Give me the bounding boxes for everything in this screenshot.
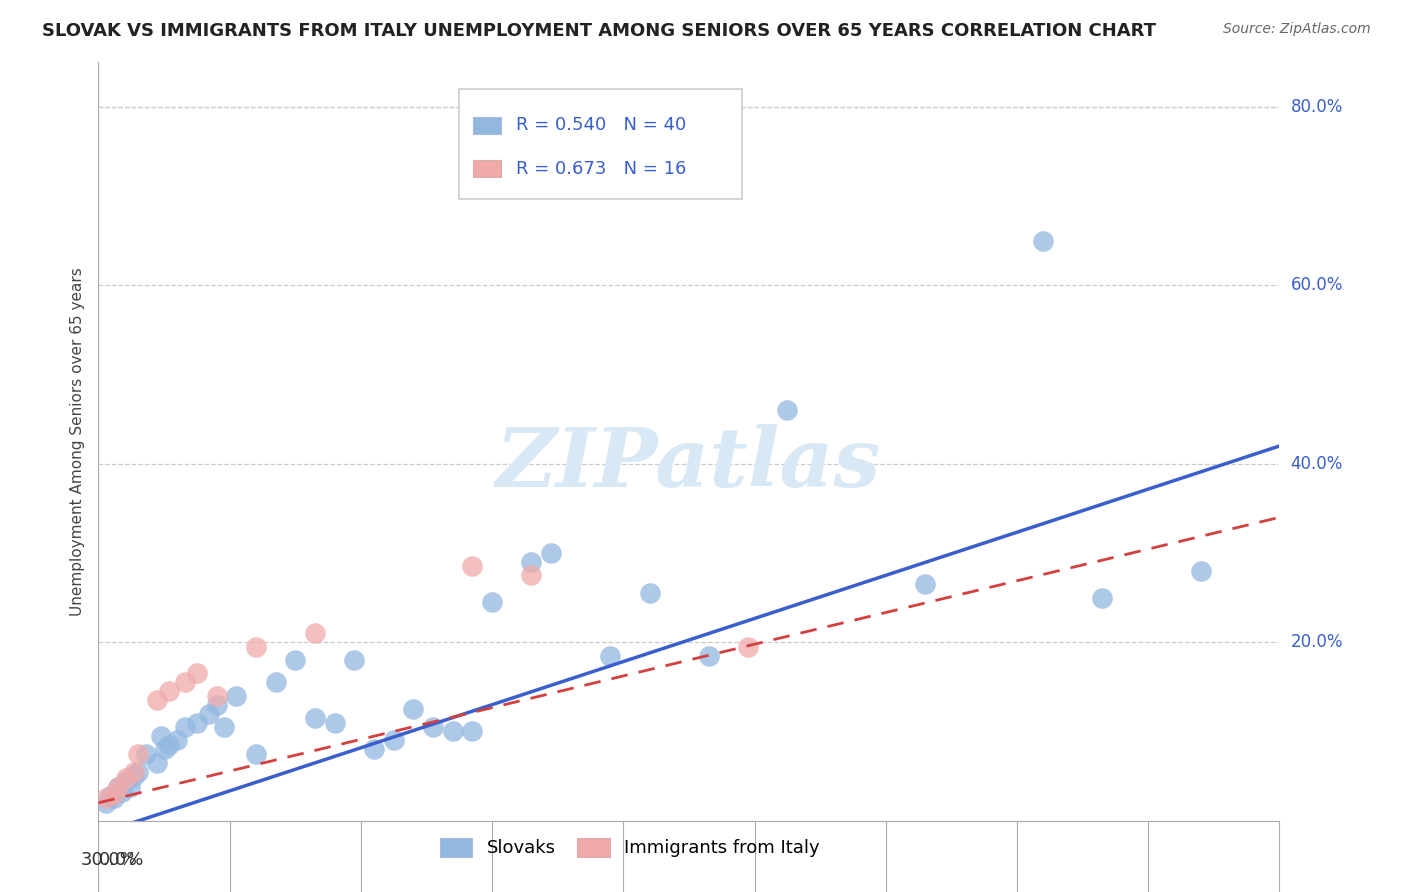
Point: [323, 715, 346, 730]
Point: [103, 791, 125, 805]
Point: [111, 785, 134, 799]
Point: [107, 780, 129, 794]
Point: [441, 724, 464, 739]
Point: [382, 733, 405, 747]
Point: [638, 586, 661, 600]
Text: R = 0.673   N = 16: R = 0.673 N = 16: [516, 160, 686, 178]
Point: [520, 555, 543, 569]
Point: [96, 796, 118, 810]
Legend: Slovaks, Immigrants from Italy: Slovaks, Immigrants from Italy: [433, 830, 827, 864]
Text: 40.0%: 40.0%: [1291, 455, 1343, 473]
Point: [461, 559, 484, 574]
Point: [146, 693, 169, 707]
Point: [1032, 234, 1054, 248]
Y-axis label: Unemployment Among Seniors over 65 years: Unemployment Among Seniors over 65 years: [69, 268, 84, 615]
Point: [1189, 564, 1212, 578]
Point: [107, 780, 129, 794]
Point: [127, 747, 149, 761]
Point: [103, 787, 125, 801]
Point: [363, 742, 385, 756]
Point: [157, 684, 180, 698]
Point: [118, 780, 141, 794]
Text: 80.0%: 80.0%: [1291, 98, 1343, 116]
Point: [157, 738, 180, 752]
Point: [146, 756, 169, 770]
Point: [461, 724, 484, 739]
Point: [225, 689, 247, 703]
Point: [422, 720, 444, 734]
Point: [127, 764, 149, 779]
Point: [914, 577, 936, 591]
Point: [135, 747, 157, 761]
Point: [540, 546, 562, 560]
Point: [115, 771, 138, 785]
Point: [166, 733, 188, 747]
Point: [174, 720, 197, 734]
Text: Source: ZipAtlas.com: Source: ZipAtlas.com: [1223, 22, 1371, 37]
Point: [402, 702, 425, 716]
Point: [1091, 591, 1114, 605]
Text: 60.0%: 60.0%: [1291, 277, 1343, 294]
Bar: [472, 161, 502, 177]
Text: ZIPatlas: ZIPatlas: [496, 425, 882, 504]
Bar: [472, 117, 502, 134]
Point: [150, 729, 173, 743]
Point: [197, 706, 219, 721]
Point: [122, 764, 145, 779]
Point: [98, 789, 121, 803]
Point: [115, 773, 138, 788]
Point: [697, 648, 720, 663]
Point: [155, 742, 177, 756]
Point: [186, 715, 208, 730]
Point: [245, 640, 267, 654]
Point: [284, 653, 307, 667]
Text: 0.0%: 0.0%: [98, 851, 143, 869]
Point: [481, 595, 503, 609]
Point: [520, 568, 543, 582]
Point: [122, 769, 145, 783]
Text: SLOVAK VS IMMIGRANTS FROM ITALY UNEMPLOYMENT AMONG SENIORS OVER 65 YEARS CORRELA: SLOVAK VS IMMIGRANTS FROM ITALY UNEMPLOY…: [42, 22, 1156, 40]
Text: R = 0.540   N = 40: R = 0.540 N = 40: [516, 116, 686, 135]
Text: 30.0%: 30.0%: [82, 851, 138, 869]
Point: [343, 653, 366, 667]
Point: [186, 666, 208, 681]
Point: [264, 675, 287, 690]
Point: [304, 711, 326, 725]
Point: [304, 626, 326, 640]
Point: [174, 675, 197, 690]
Point: [776, 403, 799, 417]
Text: 20.0%: 20.0%: [1291, 633, 1343, 651]
Point: [599, 648, 621, 663]
Point: [205, 689, 228, 703]
Point: [737, 640, 759, 654]
Point: [96, 791, 118, 805]
Point: [245, 747, 267, 761]
FancyBboxPatch shape: [458, 89, 742, 199]
Point: [205, 698, 228, 712]
Point: [214, 720, 236, 734]
